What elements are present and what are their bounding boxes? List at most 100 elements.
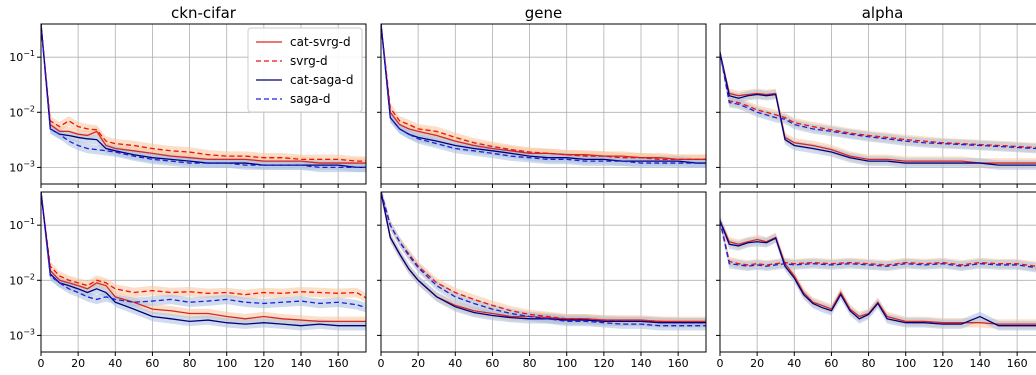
series-band-svrg-d bbox=[381, 192, 706, 328]
x-tick-label: 160 bbox=[328, 357, 349, 370]
x-tick-label: 60 bbox=[145, 357, 159, 370]
x-tick-label: 80 bbox=[183, 357, 197, 370]
series-line-saga-d bbox=[720, 52, 1036, 150]
x-tick-label: 80 bbox=[862, 357, 876, 370]
y-tick-exponent: −2 bbox=[23, 272, 35, 281]
series-group bbox=[381, 192, 706, 331]
legend-label-cat-svrg-d: cat-svrg-d bbox=[290, 35, 351, 49]
x-tick-label: 40 bbox=[108, 357, 122, 370]
axes-frame bbox=[719, 191, 1036, 353]
series-line-svrg-d bbox=[381, 24, 706, 161]
axes-frame bbox=[719, 23, 1036, 185]
series-line-cat-svrg-d bbox=[41, 192, 366, 322]
series-group bbox=[720, 216, 1036, 331]
series-line-cat-svrg-d bbox=[720, 52, 1036, 164]
legend-label-cat-saga-d: cat-saga-d bbox=[290, 73, 354, 87]
y-tick-label: 10−3 bbox=[9, 159, 35, 174]
axes-frame bbox=[380, 191, 707, 353]
x-tick-label: 60 bbox=[824, 357, 838, 370]
series-group bbox=[720, 48, 1036, 170]
series-line-saga-d bbox=[41, 24, 366, 169]
x-tick-label: 100 bbox=[216, 357, 237, 370]
series-line-svrg-d bbox=[720, 52, 1036, 149]
series-line-cat-saga-d bbox=[41, 192, 366, 327]
series-line-svrg-d bbox=[381, 192, 706, 324]
series-line-saga-d bbox=[41, 192, 366, 309]
series-line-saga-d bbox=[720, 220, 1036, 269]
x-tick-label: 140 bbox=[970, 357, 991, 370]
x-tick-label: 160 bbox=[1007, 357, 1028, 370]
x-tick-label: 40 bbox=[448, 357, 462, 370]
x-tick-label: 0 bbox=[378, 357, 385, 370]
legend-label-svrg-d: svrg-d bbox=[290, 54, 328, 68]
y-tick-label: 10−1 bbox=[9, 49, 35, 64]
series-line-cat-saga-d bbox=[381, 192, 706, 324]
x-tick-label: 100 bbox=[556, 357, 577, 370]
series-line-saga-d bbox=[381, 24, 706, 164]
y-tick-label: 10−3 bbox=[9, 327, 35, 342]
panel-5: 0 20 40 60 80 100 120 140 160 bbox=[716, 191, 1036, 370]
series-line-cat-svrg-d bbox=[720, 220, 1036, 325]
x-tick-label: 100 bbox=[895, 357, 916, 370]
series-group bbox=[41, 24, 366, 173]
series-line-svrg-d bbox=[720, 220, 1036, 267]
x-tick-label: 80 bbox=[523, 357, 537, 370]
x-tick-label: 160 bbox=[668, 357, 689, 370]
x-tick-label: 60 bbox=[485, 357, 499, 370]
x-tick-label: 20 bbox=[71, 357, 85, 370]
axes-frame bbox=[40, 23, 367, 185]
panel-3: 0 20 40 60 80 100 120 140 160 10−1 10−2 10−3 bbox=[9, 191, 367, 370]
x-tick-label: 140 bbox=[631, 357, 652, 370]
y-tick-label: 10−2 bbox=[9, 104, 35, 119]
axes-frame bbox=[40, 191, 367, 353]
panel-4: 0 20 40 60 80 100 120 140 160 bbox=[377, 191, 707, 370]
series-line-cat-saga-d bbox=[720, 52, 1036, 166]
legend-box bbox=[247, 27, 363, 113]
series-band-saga-d bbox=[41, 192, 366, 313]
series-band-saga-d bbox=[720, 48, 1036, 154]
y-tick-label: 10−2 bbox=[9, 272, 35, 287]
x-tick-label: 140 bbox=[291, 357, 312, 370]
series-band-svrg-d bbox=[41, 192, 366, 303]
series-line-svrg-d bbox=[41, 192, 366, 299]
series-band-saga-d bbox=[381, 192, 706, 331]
panel-1: gene bbox=[377, 4, 707, 188]
y-tick-exponent: −2 bbox=[23, 104, 35, 113]
series-band-saga-d bbox=[720, 216, 1036, 273]
x-tick-label: 0 bbox=[38, 357, 45, 370]
panel-title: ckn-cifar bbox=[171, 4, 237, 22]
series-line-cat-svrg-d bbox=[41, 24, 366, 164]
series-group bbox=[381, 24, 706, 168]
panel-0: 10−110−210−3ckn-cifarcat-svrg-dsvrg-dcat… bbox=[9, 4, 367, 188]
series-band-saga-d bbox=[381, 24, 706, 168]
series-band-cat-saga-d bbox=[381, 192, 706, 328]
x-tick-label: 120 bbox=[932, 357, 953, 370]
panel-title: gene bbox=[525, 4, 563, 22]
series-group bbox=[41, 192, 366, 331]
y-tick-exponent: −3 bbox=[23, 327, 35, 336]
series-line-saga-d bbox=[381, 192, 706, 327]
series-band-cat-svrg-d bbox=[381, 192, 706, 327]
axes-frame bbox=[380, 23, 707, 185]
series-band-cat-saga-d bbox=[720, 216, 1036, 331]
legend: cat-svrg-d svrg-d cat-saga-d saga-d bbox=[247, 27, 363, 113]
x-tick-label: 40 bbox=[787, 357, 801, 370]
x-tick-label: 0 bbox=[717, 357, 724, 370]
y-tick-exponent: −1 bbox=[23, 217, 35, 226]
legend-label-saga-d: saga-d bbox=[290, 92, 331, 106]
series-band-cat-svrg-d bbox=[720, 216, 1036, 329]
x-tick-label: 120 bbox=[253, 357, 274, 370]
y-tick-label: 10−1 bbox=[9, 217, 35, 232]
panel-title: alpha bbox=[862, 4, 904, 22]
series-line-cat-svrg-d bbox=[381, 192, 706, 322]
x-tick-label: 20 bbox=[750, 357, 764, 370]
series-line-cat-saga-d bbox=[720, 220, 1036, 327]
y-tick-exponent: −1 bbox=[23, 49, 35, 58]
x-tick-label: 120 bbox=[593, 357, 614, 370]
series-line-cat-saga-d bbox=[41, 24, 366, 169]
panel-2: alpha bbox=[716, 4, 1036, 188]
y-tick-exponent: −3 bbox=[23, 159, 35, 168]
x-tick-label: 20 bbox=[411, 357, 425, 370]
series-line-cat-svrg-d bbox=[381, 24, 706, 161]
